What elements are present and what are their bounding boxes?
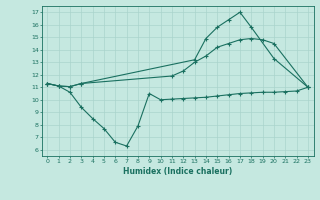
X-axis label: Humidex (Indice chaleur): Humidex (Indice chaleur) [123,167,232,176]
